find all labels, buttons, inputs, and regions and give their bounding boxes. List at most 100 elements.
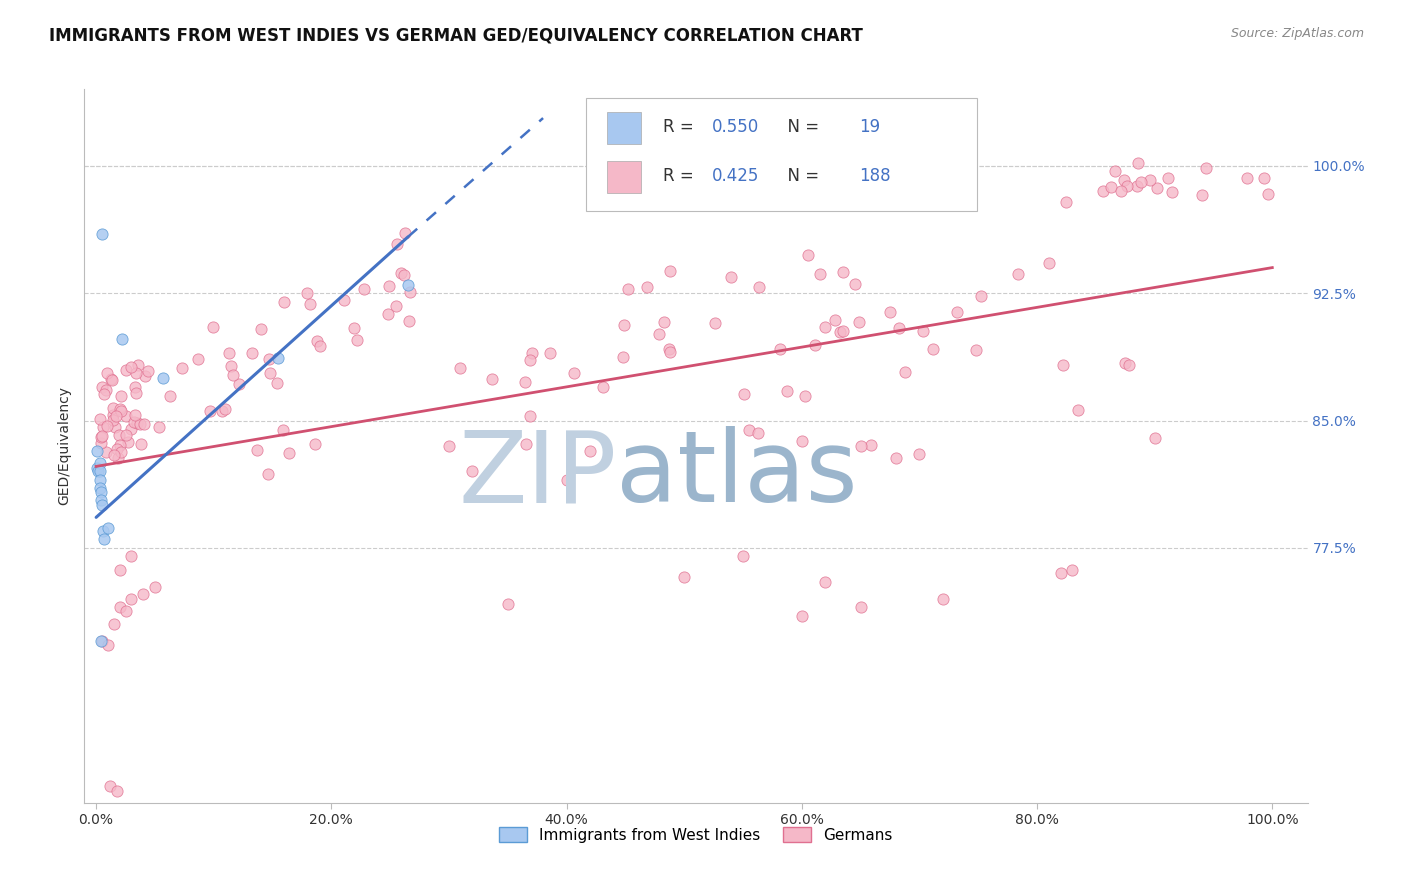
Point (832, 265, 855, 279)
Point (93, 533, 115, 547)
Point (91, 499, 114, 513)
Point (94, 445, 117, 459)
Point (1126, 155, 1149, 169)
Point (89, 412, 111, 426)
Point (120, 422, 142, 436)
Point (108, 600, 131, 615)
Point (107, 428, 129, 442)
Point (129, 417, 152, 431)
Point (860, 438, 883, 452)
Point (1052, 358, 1074, 372)
Point (273, 295, 295, 310)
Point (921, 342, 943, 356)
Point (266, 376, 288, 390)
Point (122, 415, 145, 429)
Point (449, 361, 471, 376)
Legend: Immigrants from West Indies, Germans: Immigrants from West Indies, Germans (494, 821, 898, 848)
Point (111, 332, 134, 346)
Point (844, 277, 866, 291)
Point (616, 282, 638, 296)
Point (848, 315, 870, 329)
Text: R =: R = (664, 167, 699, 185)
Point (1114, 356, 1136, 370)
Point (652, 315, 675, 329)
Point (159, 389, 181, 403)
Point (89, 482, 111, 496)
Point (257, 467, 280, 481)
Point (849, 600, 872, 615)
Point (125, 416, 148, 430)
Point (538, 345, 561, 359)
Point (579, 444, 602, 458)
Point (1049, 566, 1071, 581)
Point (398, 314, 420, 328)
Point (152, 371, 174, 385)
Point (824, 313, 846, 327)
Point (592, 380, 614, 394)
Text: 19: 19 (859, 118, 880, 136)
Point (1054, 194, 1077, 209)
Point (250, 322, 273, 336)
Point (110, 404, 132, 418)
Point (108, 438, 131, 452)
Point (1109, 184, 1132, 198)
Point (389, 266, 412, 280)
Point (378, 279, 401, 293)
Point (879, 305, 901, 319)
Y-axis label: GED/Equivalency: GED/Equivalency (58, 386, 72, 506)
Point (720, 270, 742, 285)
Bar (606, 112, 641, 145)
Point (908, 448, 931, 462)
Point (201, 320, 224, 334)
Point (496, 597, 519, 611)
Point (769, 342, 792, 356)
Point (965, 343, 987, 357)
Point (97, 520, 120, 534)
Point (98, 779, 121, 793)
Point (125, 386, 148, 401)
Point (308, 339, 330, 353)
Point (86, 444, 108, 458)
Text: IMMIGRANTS FROM WEST INDIES VS GERMAN GED/EQUIVALENCY CORRELATION CHART: IMMIGRANTS FROM WEST INDIES VS GERMAN GE… (49, 27, 863, 45)
Point (1099, 180, 1122, 194)
Point (97, 638, 120, 652)
Point (1092, 184, 1115, 198)
Point (1129, 175, 1152, 189)
Point (96, 383, 118, 397)
Point (132, 587, 155, 601)
Point (103, 408, 125, 422)
Point (103, 413, 125, 427)
Point (91, 420, 114, 434)
Point (240, 346, 263, 360)
Point (481, 372, 503, 386)
Text: 0.550: 0.550 (711, 118, 759, 136)
Point (377, 308, 399, 322)
Point (110, 445, 132, 459)
Point (832, 324, 855, 338)
Point (90, 430, 112, 444)
Point (946, 305, 969, 319)
Point (90, 634, 112, 648)
Point (1126, 179, 1149, 194)
Point (295, 286, 318, 301)
Point (143, 580, 166, 594)
Point (101, 401, 124, 415)
Point (1191, 188, 1213, 202)
Point (1257, 186, 1279, 201)
Point (1066, 402, 1088, 417)
Point (461, 465, 484, 479)
Point (1143, 430, 1166, 444)
Point (1253, 170, 1275, 185)
Point (731, 549, 754, 564)
Point (658, 342, 681, 356)
Point (134, 369, 156, 384)
Point (808, 268, 831, 282)
Point (932, 591, 955, 606)
Point (747, 425, 769, 440)
Point (1062, 563, 1084, 577)
Point (120, 591, 142, 606)
Point (132, 417, 155, 431)
Point (105, 442, 128, 456)
Point (704, 316, 727, 330)
Point (776, 384, 799, 399)
